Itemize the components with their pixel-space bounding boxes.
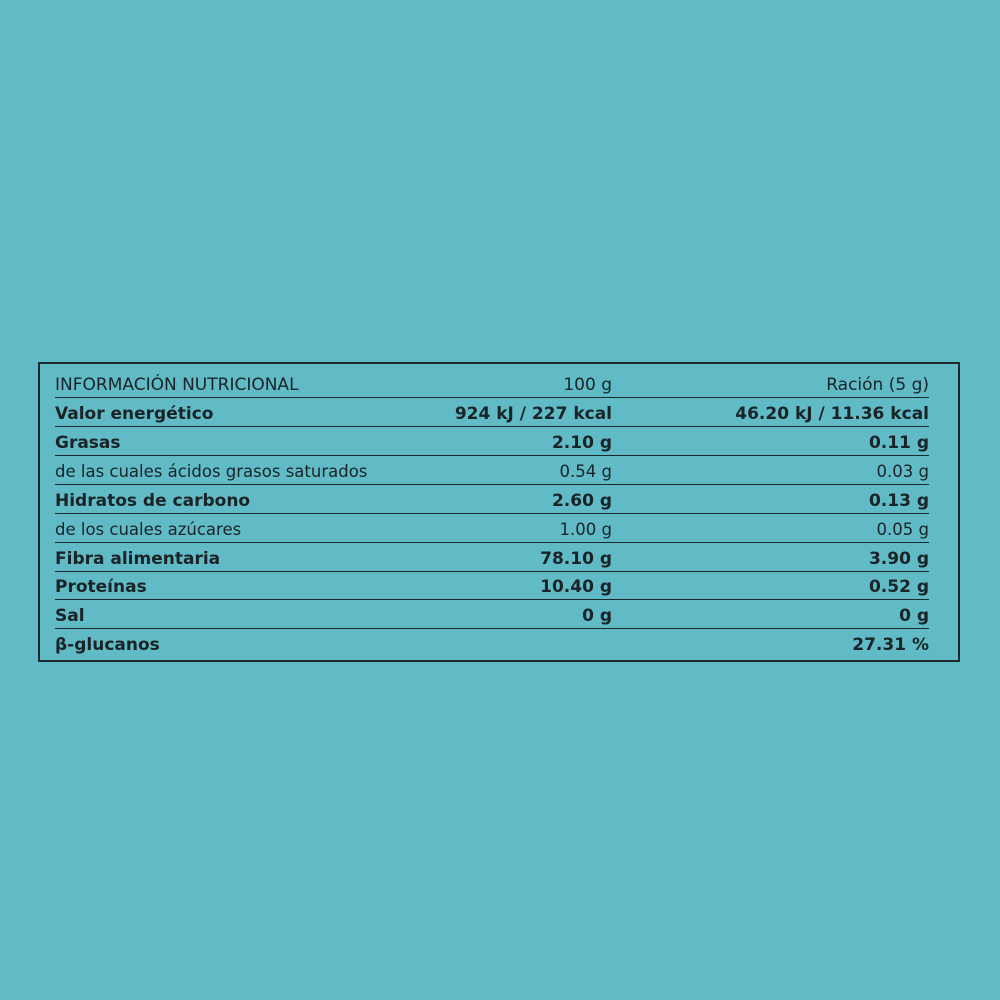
row-label: Grasas: [55, 433, 121, 453]
table-header-row: INFORMACIÓN NUTRICIONAL 100 g Ración (5 …: [55, 372, 929, 398]
row-label: Fibra alimentaria: [55, 549, 221, 569]
row-value-100g: 2.10 g: [551, 433, 612, 453]
row-value-racion: 27.31 %: [852, 635, 929, 655]
row-label: β-glucanos: [55, 635, 160, 655]
row-value-100g: 0 g: [582, 606, 612, 626]
row-value-100g: 924 kJ / 227 kcal: [454, 404, 612, 424]
row-value-100g: 2.60 g: [551, 491, 612, 511]
row-value-100g: 0.54 g: [559, 462, 612, 481]
row-label: Proteínas: [55, 577, 147, 597]
table-row-betaglucanos: β-glucanos 27.31 %: [55, 632, 929, 658]
table-row-hidratos: Hidratos de carbono 2.60 g 0.13 g: [55, 488, 929, 514]
nutrition-table: INFORMACIÓN NUTRICIONAL 100 g Ración (5 …: [38, 362, 960, 662]
row-label: Valor energético: [55, 404, 214, 424]
row-label: Hidratos de carbono: [55, 491, 251, 511]
row-value-racion: 3.90 g: [868, 549, 929, 569]
row-value-100g: 1.00 g: [559, 520, 612, 539]
table-row-saturados: de las cuales ácidos grasos saturados 0.…: [55, 459, 929, 485]
row-value-racion: 0.11 g: [868, 433, 929, 453]
table-row-azucares: de los cuales azúcares 1.00 g 0.05 g: [55, 517, 929, 543]
table-row-fibra: Fibra alimentaria 78.10 g 3.90 g: [55, 546, 929, 572]
row-label: de los cuales azúcares: [55, 520, 242, 539]
table-title: INFORMACIÓN NUTRICIONAL: [55, 375, 299, 395]
row-value-racion: 0.52 g: [868, 577, 929, 597]
row-value-racion: 46.20 kJ / 11.36 kcal: [735, 404, 929, 424]
row-value-racion: 0.13 g: [868, 491, 929, 511]
row-value-racion: 0.03 g: [876, 462, 929, 481]
table-row-valor-energetico: Valor energético 924 kJ / 227 kcal 46.20…: [55, 401, 929, 427]
table-row-sal: Sal 0 g 0 g: [55, 603, 929, 629]
table-row-grasas: Grasas 2.10 g 0.11 g: [55, 430, 929, 456]
row-value-racion: 0.05 g: [876, 520, 929, 539]
column-header-racion: Ración (5 g): [826, 375, 929, 395]
row-value-100g: 78.10 g: [540, 549, 612, 569]
row-label: de las cuales ácidos grasos saturados: [55, 462, 368, 481]
row-label: Sal: [55, 606, 85, 626]
row-value-racion: 0 g: [899, 606, 929, 626]
table-row-proteinas: Proteínas 10.40 g 0.52 g: [55, 574, 929, 600]
row-value-100g: 10.40 g: [540, 577, 612, 597]
column-header-100g: 100 g: [563, 375, 612, 395]
